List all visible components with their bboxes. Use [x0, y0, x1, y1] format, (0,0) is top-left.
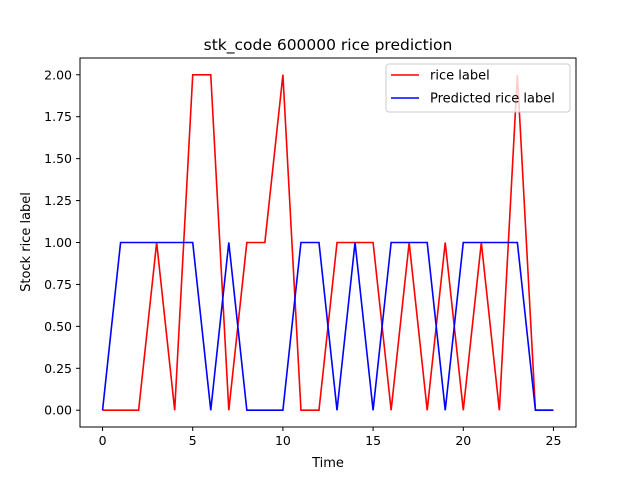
x-tick-label: 15	[365, 433, 381, 448]
y-tick-label: 1.00	[44, 235, 72, 250]
legend-box	[385, 63, 571, 113]
x-tick-label: 20	[455, 433, 471, 448]
series-lines	[101, 73, 554, 412]
x-tick-label: 0	[99, 433, 107, 448]
y-tick-label: 0.00	[44, 403, 72, 418]
x-tick-label: 25	[546, 433, 562, 448]
y-tick-label: 1.50	[44, 151, 72, 166]
series-line-predicted-rice-label	[101, 241, 554, 412]
chart-title: stk_code 600000 rice prediction	[204, 36, 453, 55]
y-axis-title: Stock rice label	[19, 192, 34, 292]
y-tick-label: 2.00	[44, 67, 72, 82]
y-tick-label: 0.25	[44, 361, 72, 376]
y-tick-label: 1.25	[44, 193, 72, 208]
y-axis: 0.00 0.25 0.50 0.75 1.00 1.25 1.50 1.75 2.00	[44, 67, 80, 418]
x-axis: 0 5 10 15 20 25	[99, 427, 562, 448]
legend-label: rice label	[430, 69, 490, 84]
legend: rice label Predicted rice label	[385, 63, 571, 113]
y-tick-label: 0.50	[44, 319, 72, 334]
y-tick-label: 0.75	[44, 277, 72, 292]
x-tick-label: 5	[189, 433, 197, 448]
x-axis-title: Time	[311, 456, 344, 471]
x-tick-label: 10	[275, 433, 291, 448]
legend-label: Predicted rice label	[430, 92, 555, 107]
y-tick-label: 1.75	[44, 109, 72, 124]
